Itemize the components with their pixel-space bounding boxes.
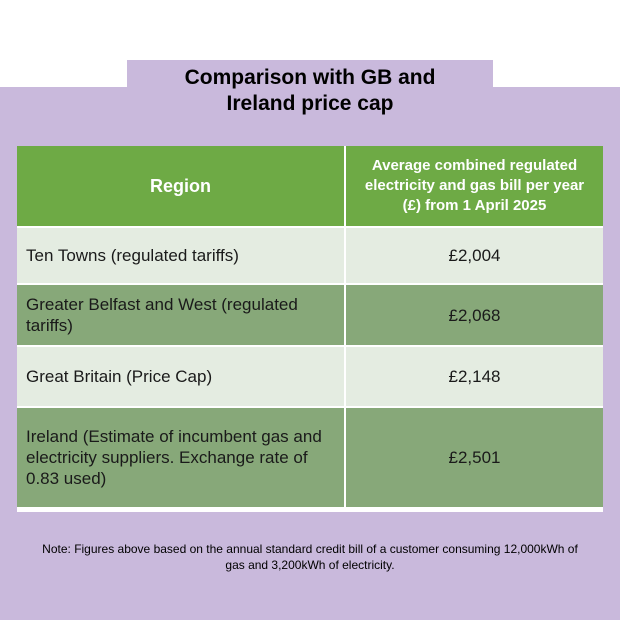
region-cell: Ten Towns (regulated tariffs): [17, 226, 345, 284]
region-cell: Great Britain (Price Cap): [17, 345, 345, 407]
footnote: Note: Figures above based on the annual …: [42, 542, 578, 572]
title-box: Comparison with GB and Ireland price cap: [127, 60, 493, 122]
region-cell: Greater Belfast and West (regulated tari…: [17, 283, 345, 346]
page-title: Comparison with GB and Ireland price cap: [184, 66, 436, 115]
header-region: Region: [17, 146, 345, 227]
table-header-row: Region Average combined regulated electr…: [17, 146, 603, 227]
comparison-table-container: Region Average combined regulated electr…: [17, 146, 603, 512]
comparison-table: Region Average combined regulated electr…: [17, 146, 603, 507]
bill-cell: £2,004: [344, 226, 603, 284]
table-row: Ten Towns (regulated tariffs) £2,004: [17, 226, 603, 284]
table-row: Greater Belfast and West (regulated tari…: [17, 283, 603, 346]
table-row: Ireland (Estimate of incumbent gas and e…: [17, 406, 603, 507]
bill-cell: £2,148: [344, 345, 603, 407]
region-cell: Ireland (Estimate of incumbent gas and e…: [17, 406, 345, 507]
bill-cell: £2,501: [344, 406, 603, 507]
table-row: Great Britain (Price Cap) £2,148: [17, 345, 603, 407]
bill-cell: £2,068: [344, 283, 603, 346]
header-average-bill: Average combined regulated electricity a…: [344, 146, 603, 227]
